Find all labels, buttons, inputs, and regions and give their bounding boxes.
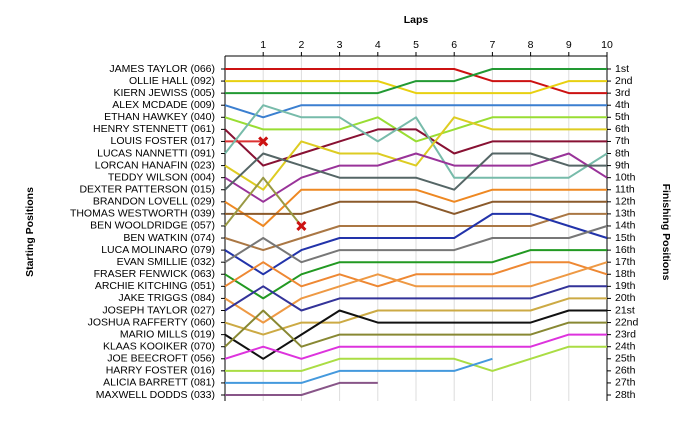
x-tick-label: 6 bbox=[451, 39, 457, 51]
start-label: LORCAN HANAFIN (023) bbox=[95, 159, 215, 171]
y2-axis-title: Finishing Positions bbox=[660, 184, 672, 281]
start-label: THOMAS WESTWORTH (039) bbox=[70, 208, 215, 220]
start-label: BEN WATKIN (074) bbox=[123, 232, 215, 244]
finish-label: 22nd bbox=[615, 316, 639, 328]
start-label: MARIO MILLS (019) bbox=[120, 328, 215, 340]
finish-label: 23rd bbox=[615, 328, 636, 340]
driver-line bbox=[224, 309, 607, 348]
start-label: ALICIA BARRETT (081) bbox=[103, 377, 215, 389]
driver-line bbox=[224, 309, 607, 360]
driver-line bbox=[224, 249, 607, 300]
start-label: TEDDY WILSON (004) bbox=[108, 171, 215, 183]
start-label: HARRY FOSTER (016) bbox=[106, 365, 215, 377]
finish-label: 9th bbox=[615, 159, 630, 171]
finish-label: 15th bbox=[615, 232, 636, 244]
driver-line bbox=[224, 212, 608, 276]
finish-label: 4th bbox=[615, 99, 630, 111]
start-label: JOSHUA RAFFERTY (060) bbox=[88, 316, 215, 328]
driver-line bbox=[225, 357, 493, 384]
start-label: ALEX MCDADE (009) bbox=[112, 99, 215, 111]
driver-line bbox=[224, 261, 608, 324]
finish-label: 27th bbox=[615, 377, 636, 389]
x-tick-label: 9 bbox=[566, 39, 572, 51]
x-tick-label: 4 bbox=[375, 39, 381, 51]
finish-label: 12th bbox=[615, 196, 636, 208]
finish-label: 21st bbox=[615, 304, 635, 316]
driver-line bbox=[225, 68, 607, 95]
finish-label: 3rd bbox=[615, 87, 630, 99]
start-label: FRASER FENWICK (063) bbox=[94, 268, 215, 280]
driver-line bbox=[225, 68, 607, 95]
driver-line bbox=[224, 116, 607, 191]
y-axis-title: Starting Positions bbox=[24, 187, 36, 277]
start-label: JAKE TRIGGS (084) bbox=[118, 292, 215, 304]
start-label: KLAAS KOOIKER (070) bbox=[103, 340, 215, 352]
finish-label: 19th bbox=[615, 280, 636, 292]
start-label: LUCAS NANNETTI (091) bbox=[97, 147, 215, 159]
finish-label: 16th bbox=[615, 244, 636, 256]
driver-line bbox=[224, 104, 608, 179]
finish-label: 17th bbox=[615, 256, 636, 268]
finish-label: 28th bbox=[615, 389, 636, 401]
finish-label: 13th bbox=[615, 208, 636, 220]
x-tick-label: 5 bbox=[413, 39, 419, 51]
finish-label: 14th bbox=[615, 220, 636, 232]
start-label: LOUIS FOSTER (017) bbox=[111, 135, 215, 147]
finish-label: 10th bbox=[615, 171, 636, 183]
driver-line bbox=[224, 212, 607, 252]
finish-label: 25th bbox=[615, 353, 636, 365]
finish-label: 5th bbox=[615, 111, 630, 123]
finish-label: 24th bbox=[615, 340, 636, 352]
start-label: BEN WOOLDRIDGE (057) bbox=[90, 220, 215, 232]
start-label: ETHAN HAWKEY (040) bbox=[104, 111, 215, 123]
driver-line bbox=[225, 200, 607, 215]
start-label: DEXTER PATTERSON (015) bbox=[79, 184, 215, 196]
driver-line bbox=[224, 285, 607, 312]
x-tick-label: 2 bbox=[298, 39, 304, 51]
finish-label: 6th bbox=[615, 123, 630, 135]
x-tick-label: 1 bbox=[260, 39, 266, 51]
driver-line bbox=[225, 80, 607, 95]
driver-line bbox=[225, 345, 607, 372]
start-label: JOE BEECROFT (056) bbox=[107, 353, 215, 365]
driver-line bbox=[224, 333, 607, 360]
driver-line bbox=[224, 261, 608, 288]
finish-label: 26th bbox=[615, 365, 636, 377]
start-label: JOSEPH TAYLOR (027) bbox=[102, 304, 215, 316]
driver-line bbox=[225, 381, 378, 396]
start-label: MAXWELL DODDS (033) bbox=[96, 389, 215, 401]
start-label: EVAN SMILLIE (032) bbox=[117, 256, 215, 268]
x-tick-label: 10 bbox=[601, 39, 613, 51]
driver-line bbox=[224, 152, 607, 191]
start-label: BRANDON LOVELL (029) bbox=[93, 196, 215, 208]
start-label: KIERN JEWISS (005) bbox=[113, 87, 215, 99]
driver-line bbox=[224, 225, 608, 264]
driver-line bbox=[224, 116, 607, 143]
driver-line bbox=[224, 104, 607, 119]
finish-label: 18th bbox=[615, 268, 636, 280]
finish-label: 20th bbox=[615, 292, 636, 304]
finish-label: 8th bbox=[615, 147, 630, 159]
x-tick-label: 3 bbox=[337, 39, 343, 51]
start-label: LUCA MOLINARO (079) bbox=[101, 244, 215, 256]
driver-line bbox=[224, 297, 607, 336]
driver-line bbox=[224, 152, 608, 203]
finish-label: 2nd bbox=[615, 75, 633, 87]
x-tick-label: 7 bbox=[489, 39, 495, 51]
chart-title: Laps bbox=[404, 14, 429, 26]
x-tick-label: 8 bbox=[528, 39, 534, 51]
start-label: JAMES TAYLOR (066) bbox=[109, 63, 215, 75]
finish-label: 1st bbox=[615, 63, 629, 75]
retired-marker bbox=[258, 136, 269, 147]
start-label: ARCHIE KITCHING (051) bbox=[95, 280, 215, 292]
driver-line bbox=[224, 176, 303, 227]
finish-label: 11th bbox=[615, 184, 635, 196]
finish-label: 7th bbox=[615, 135, 630, 147]
start-label: OLLIE HALL (092) bbox=[129, 75, 215, 87]
driver-line bbox=[224, 188, 607, 227]
start-label: HENRY STENNETT (061) bbox=[93, 123, 215, 135]
retired-marker bbox=[296, 220, 307, 232]
